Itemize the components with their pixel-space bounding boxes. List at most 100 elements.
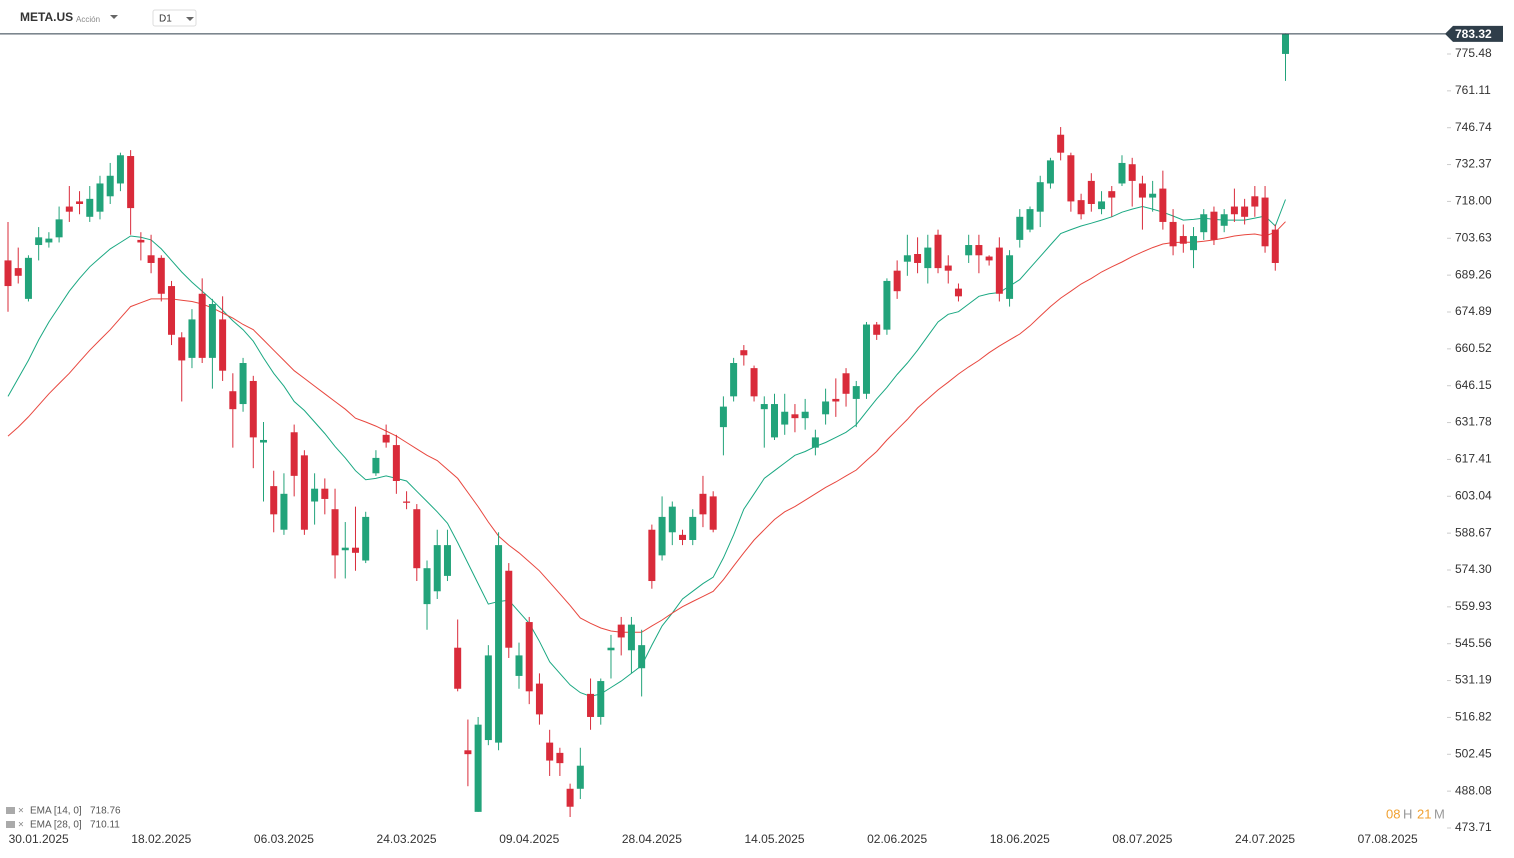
y-tick-label: 646.15 (1455, 378, 1492, 392)
candle-body (587, 693, 595, 717)
candle-body (260, 439, 267, 443)
candle-body (556, 752, 564, 764)
candle-body (771, 404, 778, 438)
candle-body (699, 493, 707, 515)
candle-body (883, 280, 891, 330)
legend-close: × (18, 820, 24, 831)
candle-body (1046, 160, 1054, 184)
candle-body (546, 742, 554, 761)
y-tick-label: 732.37 (1455, 157, 1492, 171)
candle-body (1138, 183, 1146, 198)
candle-body (1200, 214, 1208, 233)
y-tick-label: 674.89 (1455, 304, 1492, 318)
candle-body (576, 765, 584, 789)
candle-body (954, 288, 962, 297)
candle-body (239, 363, 247, 405)
legend-name: EMA [14, 0] (30, 806, 82, 817)
candle-body (852, 386, 860, 399)
candle-body (321, 488, 329, 499)
candle-body (208, 304, 216, 358)
x-tick-label: 08.07.2025 (1112, 832, 1172, 846)
candle-body (914, 253, 922, 263)
candle-body (1220, 214, 1228, 226)
y-tick-label: 617.41 (1455, 452, 1492, 466)
candle-body (76, 201, 84, 204)
candle-body (137, 239, 145, 243)
legend-close: × (18, 806, 24, 817)
candle-body (1169, 221, 1177, 247)
candle-body (781, 411, 789, 425)
timeframe[interactable]: D1 (159, 14, 172, 25)
candle-body (760, 404, 768, 410)
x-tick-label: 18.06.2025 (990, 832, 1050, 846)
price-label: 783.32 (1455, 27, 1492, 41)
y-tick-label: 761.11 (1455, 83, 1491, 97)
y-tick-label: 516.82 (1455, 710, 1492, 724)
candle-body (433, 545, 441, 592)
candle-body (648, 529, 656, 582)
candle-body (822, 401, 830, 415)
candle-body (229, 391, 237, 410)
candle-body (505, 570, 513, 648)
candle-body (740, 350, 748, 356)
candle-body (679, 534, 687, 540)
x-tick-label: 30.01.2025 (9, 832, 69, 846)
countdown-hours: 08 (1386, 806, 1400, 821)
x-tick-label: 24.07.2025 (1235, 832, 1295, 846)
candle-body (280, 493, 288, 530)
y-tick-label: 574.30 (1455, 562, 1492, 576)
legend-icon (6, 821, 15, 828)
candle-body (627, 624, 635, 651)
candle-body (730, 363, 738, 397)
candle-body (413, 509, 421, 569)
y-tick-label: 603.04 (1455, 488, 1492, 502)
candle-body (1128, 164, 1136, 181)
candle-body (1282, 33, 1289, 54)
candle-body (1261, 197, 1269, 247)
candle-body (1108, 191, 1116, 198)
candle-body (1230, 206, 1238, 215)
candle-body (893, 270, 901, 292)
candle-body (382, 434, 390, 443)
candle-body (1098, 201, 1106, 210)
x-tick-label: 28.04.2025 (622, 832, 682, 846)
candle-body (443, 545, 451, 576)
candle-body (474, 724, 482, 812)
y-tick-label: 689.26 (1455, 267, 1492, 281)
countdown-hours-unit: H (1403, 806, 1412, 821)
candle-body (1149, 193, 1157, 198)
candle-body (188, 319, 196, 358)
candle-body (1067, 155, 1075, 202)
candle-body (995, 247, 1003, 294)
y-tick-label: 488.08 (1455, 783, 1492, 797)
candle-body (525, 622, 533, 692)
candle-body (832, 398, 840, 402)
candle-body (791, 414, 799, 419)
candle-body (566, 788, 574, 807)
candle-body (597, 681, 605, 717)
candle-body (14, 268, 22, 276)
candle-body (484, 655, 492, 741)
symbol-dropdown[interactable] (110, 15, 118, 19)
candle-body (423, 568, 431, 605)
x-tick-label: 07.08.2025 (1358, 832, 1418, 846)
ema-line (7, 221, 1286, 633)
candle-body (638, 645, 646, 669)
legend-value: 710.11 (90, 820, 120, 831)
candle-body (45, 238, 53, 243)
candle-body (862, 324, 870, 394)
candle-body (719, 406, 727, 428)
y-tick-label: 718.00 (1455, 194, 1492, 208)
candle-body (934, 234, 942, 269)
candle-body (4, 260, 12, 287)
candle-body (842, 373, 850, 394)
candle-body (1077, 200, 1085, 215)
y-tick-label: 631.78 (1455, 415, 1492, 429)
symbol[interactable]: META.US (20, 10, 73, 24)
timeframe-box[interactable] (152, 9, 197, 27)
candle-body (392, 445, 400, 481)
candle-body (1241, 206, 1249, 217)
candle-body (147, 255, 155, 263)
